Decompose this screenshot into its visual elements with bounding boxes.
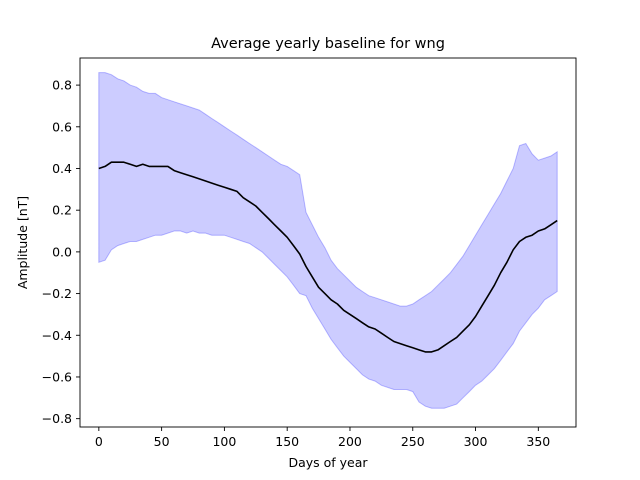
y-tick-label: 0.2	[52, 203, 72, 218]
x-axis-label: Days of year	[288, 455, 368, 470]
y-tick-label: 0.8	[52, 78, 72, 93]
x-tick-label: 150	[275, 434, 299, 449]
y-tick-label: 0.4	[52, 161, 72, 176]
y-tick-label: 0.0	[52, 244, 72, 259]
x-tick-label: 200	[338, 434, 362, 449]
y-tick-label: −0.2	[42, 286, 72, 301]
x-tick-label: 100	[212, 434, 236, 449]
plot-area	[98, 72, 558, 409]
y-tick-label: −0.8	[42, 411, 72, 426]
uncertainty-band	[98, 72, 558, 409]
chart-title: Average yearly baseline for wng	[211, 36, 445, 52]
y-tick-label: −0.6	[42, 369, 72, 384]
mean-series-line	[98, 161, 558, 353]
x-tick-label: 50	[154, 434, 170, 449]
y-tick-label: −0.4	[42, 328, 72, 343]
x-axis-ticks: 0 50 100 150 200 250 300 350	[95, 427, 550, 449]
x-tick-label: 350	[526, 434, 550, 449]
y-axis-ticks: −0.8 −0.6 −0.4 −0.2 0.0 0.2 0.4 0.6 0.8	[42, 78, 80, 426]
y-axis-label: Amplitude [nT]	[15, 196, 30, 289]
x-tick-label: 0	[95, 434, 103, 449]
axes-frame	[79, 57, 577, 428]
y-tick-label: 0.6	[52, 119, 72, 134]
x-tick-label: 250	[401, 434, 425, 449]
x-tick-label: 300	[464, 434, 488, 449]
